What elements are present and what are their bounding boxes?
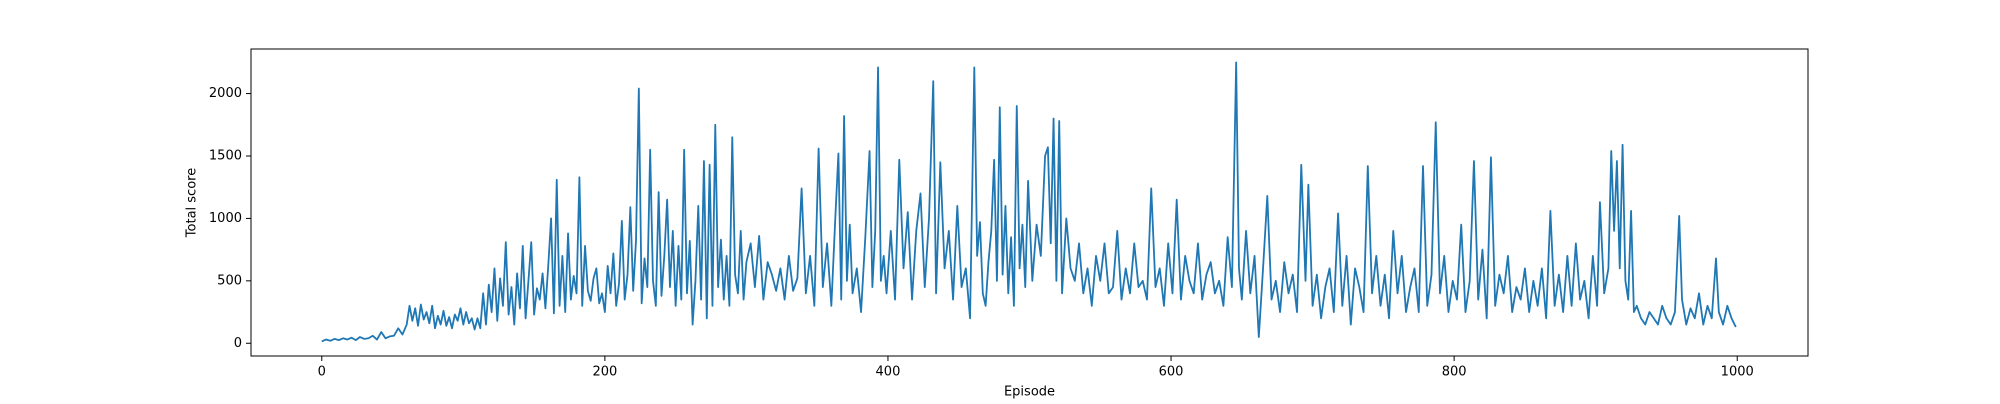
x-tick-label: 0 [318, 365, 326, 380]
x-tick-label: 800 [1442, 365, 1467, 380]
x-tick-label: 600 [1159, 365, 1184, 380]
y-axis-label: Total score [185, 168, 200, 238]
y-tick-label: 0 [234, 336, 242, 351]
y-tick-label: 1000 [209, 211, 242, 226]
x-axis-label: Episode [1004, 385, 1055, 400]
plot-frame [250, 48, 1809, 357]
x-tick-label: 400 [876, 365, 901, 380]
data-line [321, 61, 1737, 343]
y-tick-label: 500 [217, 273, 242, 288]
y-tick-label: 1500 [209, 148, 242, 163]
y-tick-label: 2000 [209, 86, 242, 101]
x-tick-label: 1000 [1721, 365, 1754, 380]
x-tick-label: 200 [592, 365, 617, 380]
